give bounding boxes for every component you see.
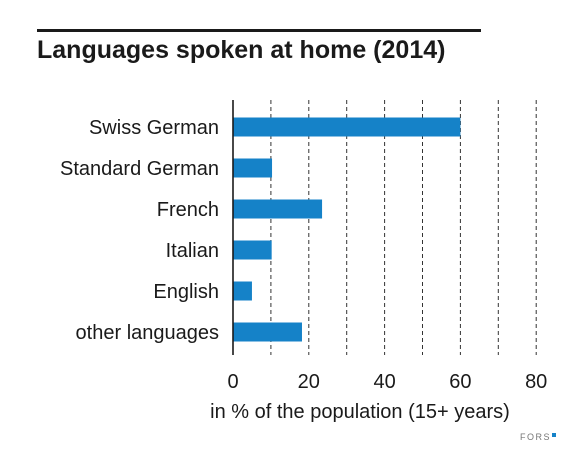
x-axis-label: in % of the population (15+ years): [210, 401, 510, 423]
x-tick-label: 60: [449, 371, 471, 393]
bar: [233, 199, 323, 219]
bar: [233, 281, 252, 301]
x-tick-label: 40: [373, 371, 395, 393]
title-rule: [37, 29, 481, 32]
bar: [233, 117, 461, 137]
bar: [233, 322, 302, 342]
x-tick-label: 0: [227, 371, 238, 393]
chart-title: Languages spoken at home (2014): [37, 36, 446, 64]
gridlines: [270, 100, 537, 355]
category-label: French: [157, 199, 219, 221]
category-label: Standard German: [60, 158, 219, 180]
category-label: Italian: [166, 240, 219, 262]
bar: [233, 240, 272, 260]
bar: [233, 158, 273, 178]
x-tick-label: 80: [525, 371, 547, 393]
fors-logo: FORS: [520, 432, 557, 442]
category-label: Swiss German: [89, 117, 219, 139]
x-tick-labels: 0 20 40 60 80: [227, 371, 547, 393]
x-tick-label: 20: [298, 371, 320, 393]
category-labels: Swiss German Standard German French Italian…: [60, 117, 219, 344]
category-label: other languages: [76, 322, 219, 344]
category-label: English: [153, 281, 219, 303]
bars: [233, 117, 461, 342]
brand-dot-icon: [552, 433, 557, 437]
brand-text: FORS: [520, 432, 552, 442]
